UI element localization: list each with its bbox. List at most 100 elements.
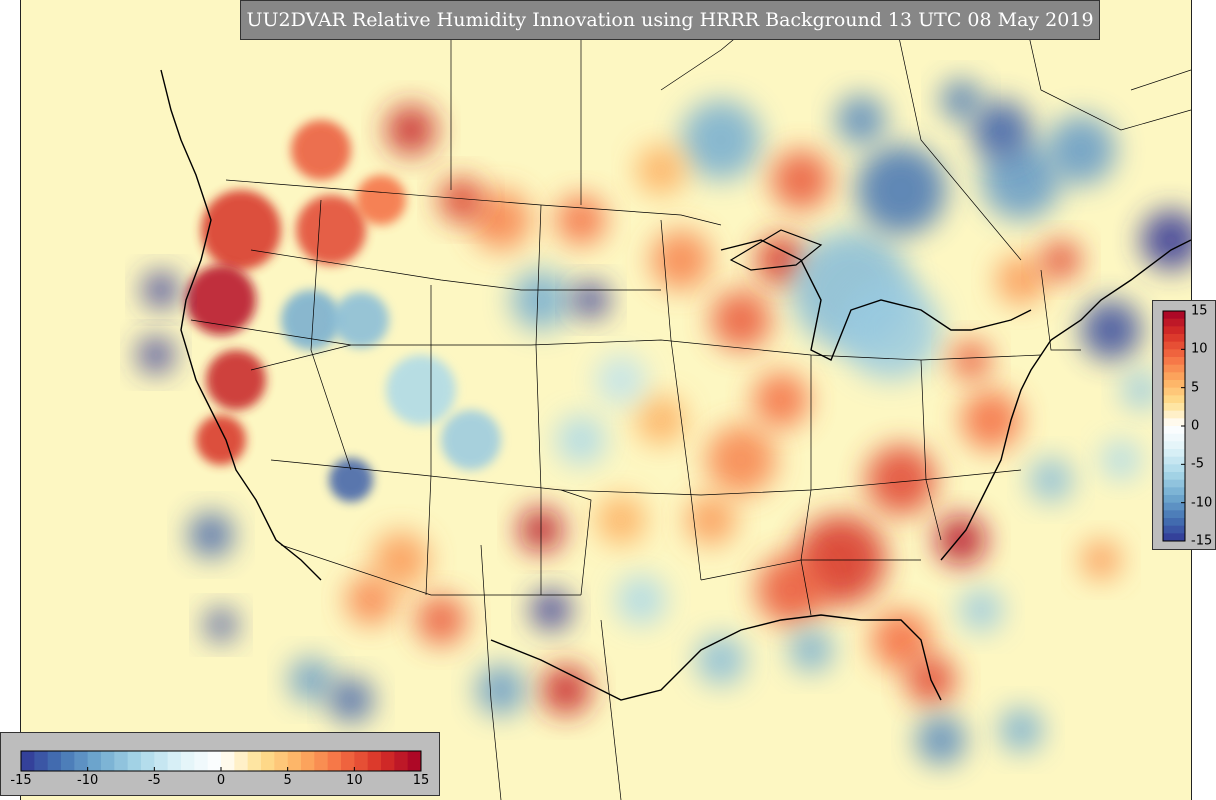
colorbar-swatch (394, 751, 409, 771)
colorbar-swatch (1163, 311, 1185, 320)
great-lakes-outline (720, 239, 1032, 361)
colorbar-horizontal-ramp (20, 750, 422, 772)
humidity-blob (789, 628, 833, 672)
colorbar-vertical-ramp (1162, 310, 1186, 542)
colorbar-swatch (1163, 472, 1185, 481)
colorbar-swatch (261, 751, 275, 771)
humidity-blob (186, 265, 256, 335)
humidity-blob (296, 195, 366, 265)
humidity-blob (189, 513, 233, 557)
colorbar-tick-label: -10 (77, 773, 99, 788)
humidity-blob (836, 95, 886, 145)
humidity-blob (1029, 458, 1073, 502)
colorbar-swatch (1163, 502, 1185, 511)
humidity-blob (206, 350, 266, 410)
colorbar-tick-label: 15 (412, 773, 430, 788)
humidity-blob (291, 120, 351, 180)
colorbar-swatch (287, 751, 302, 771)
colorbar-swatch (1163, 380, 1185, 389)
humidity-blob (941, 80, 981, 120)
colorbar-swatch (367, 751, 382, 771)
colorbar-swatch (1163, 525, 1185, 534)
humidity-blob (439, 178, 483, 222)
humidity-blob (346, 575, 396, 625)
colorbar-swatch (114, 751, 129, 771)
colorbar-swatch (127, 751, 142, 771)
colorbar-swatch (47, 751, 62, 771)
colorbar-swatch (1163, 387, 1185, 396)
humidity-blob (636, 145, 686, 195)
colorbar-swatch (61, 751, 75, 771)
colorbar-swatch (247, 751, 262, 771)
map-panel[interactable] (20, 0, 1192, 800)
humidity-blob (281, 290, 341, 350)
humidity-blob (996, 255, 1046, 305)
humidity-blob (706, 425, 776, 495)
humidity-blob (971, 100, 1031, 160)
humidity-blob (651, 230, 711, 290)
colorbar-swatch (1163, 449, 1185, 458)
humidity-blob (596, 495, 646, 545)
colorbar-swatch (1163, 426, 1185, 435)
humidity-blob (329, 678, 373, 722)
humidity-blob (416, 595, 466, 645)
colorbar-swatch (181, 751, 195, 771)
humidity-blob (871, 610, 931, 670)
colorbar-swatch (354, 751, 369, 771)
humidity-blob (386, 355, 456, 425)
humidity-blob (386, 105, 436, 155)
colorbar-tick-label: 15 (1191, 303, 1208, 319)
humidity-blob (573, 282, 609, 318)
humidity-blob (196, 415, 246, 465)
humidity-blob (1141, 210, 1191, 270)
colorbar-swatch (1163, 372, 1185, 381)
colorbar-swatch (207, 751, 222, 771)
humidity-field (138, 80, 1191, 765)
colorbar-swatch (87, 751, 102, 771)
coastline-gulf (490, 614, 942, 701)
humidity-blob (356, 175, 406, 225)
humidity-blob (531, 590, 571, 630)
colorbar-swatch (1163, 318, 1185, 327)
colorbar-swatch (407, 751, 422, 771)
coastline-west (160, 69, 322, 581)
colorbar-tick-label: 5 (1191, 380, 1200, 396)
humidity-blob (138, 337, 174, 373)
colorbar-swatch (1163, 341, 1185, 350)
colorbar-swatch (1163, 487, 1185, 496)
humidity-blob (936, 515, 986, 565)
colorbar-swatch (194, 751, 209, 771)
humidity-blob (959, 588, 1003, 632)
humidity-blob (1081, 300, 1141, 360)
humidity-blob (205, 609, 237, 641)
colorbar-swatch (101, 751, 115, 771)
humidity-innovation-map (138, 0, 1191, 800)
humidity-blob (999, 708, 1043, 752)
colorbar-swatch (154, 751, 169, 771)
humidity-blob (681, 100, 761, 180)
colorbar-swatch (1163, 364, 1185, 373)
colorbar-swatch (1163, 418, 1185, 427)
colorbar-swatch (1163, 456, 1185, 465)
humidity-blob (916, 715, 966, 765)
humidity-blob (541, 665, 591, 715)
colorbar-swatch (141, 751, 155, 771)
colorbar-tick-label: -5 (1191, 456, 1204, 472)
colorbar-swatch (1163, 441, 1185, 450)
colorbar-tick-label: 0 (216, 773, 226, 788)
humidity-blob (866, 445, 936, 515)
humidity-blob (1101, 440, 1141, 480)
humidity-blob (753, 372, 809, 428)
humidity-blob (476, 665, 526, 715)
colorbar-swatch (1163, 533, 1185, 542)
humidity-blob (756, 235, 806, 285)
lake-superior (729, 229, 823, 271)
colorbar-swatch (381, 751, 395, 771)
colorbar-tick-label: 10 (346, 773, 363, 788)
colorbar-swatch (341, 751, 355, 771)
humidity-blob (441, 410, 501, 470)
humidity-blob (1121, 370, 1161, 410)
humidity-blob (143, 272, 179, 308)
humidity-blob (616, 575, 666, 625)
colorbar-swatch (1163, 349, 1185, 358)
